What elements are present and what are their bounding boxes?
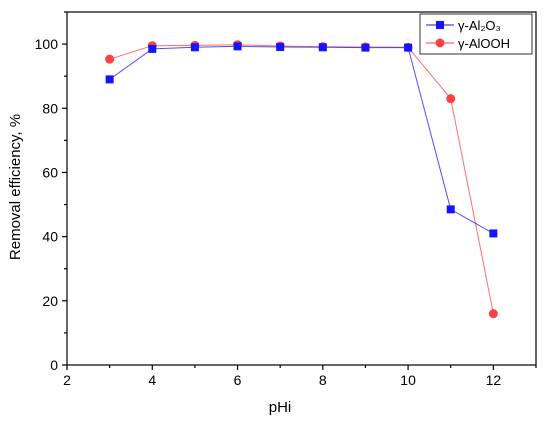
data-point [489,229,498,238]
x-axis-title: pHi [269,399,292,416]
y-tick-label: 40 [42,229,58,245]
y-tick-label: 60 [42,164,58,180]
plot-frame [66,11,537,366]
data-point [148,44,157,53]
series-line [109,45,494,234]
data-point [488,309,498,319]
data-point [318,43,327,52]
legend-marker [435,38,445,48]
plot-area [105,40,498,319]
y-tick-label: 100 [35,36,59,52]
data-point [404,43,413,52]
legend-marker [436,21,444,29]
axes: 2 4 6 8 10 12 0 20 40 60 80 100 [35,11,537,388]
data-point [190,43,199,52]
data-point [276,42,285,51]
series-line [109,44,494,314]
data-point [361,43,370,52]
x-tick-label: 2 [63,372,71,388]
y-tick-label: 0 [50,357,58,373]
legend-label: γ-Al₂O₃ [458,18,501,33]
legend-label: γ-AlOOH [458,36,510,51]
x-tick-label: 8 [319,372,327,388]
data-point [446,94,456,104]
legend-box [419,13,533,55]
x-tick-label: 12 [486,372,502,388]
y-tick-label: 80 [42,100,58,116]
data-point [233,42,242,51]
data-point [446,205,455,214]
data-point [105,54,115,64]
x-tick-label: 6 [234,372,242,388]
y-tick-label: 20 [42,293,58,309]
x-tick-label: 4 [148,372,156,388]
x-tick-label: 10 [400,372,416,388]
y-axis-title: Removal efficiency, % [7,114,24,260]
data-point [105,75,114,84]
legend: γ-Al₂O₃ γ-AlOOH [419,13,533,55]
